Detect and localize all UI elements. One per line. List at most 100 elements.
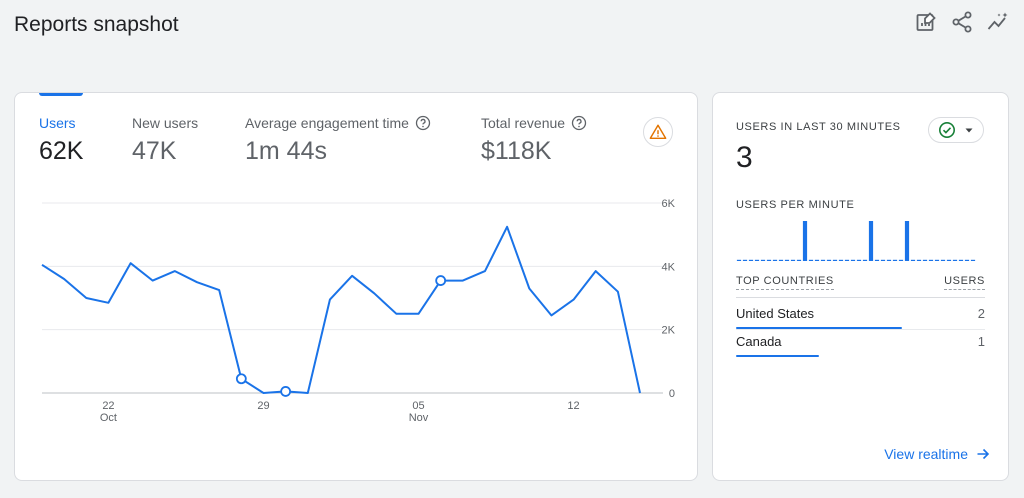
minute-bar <box>796 259 802 261</box>
minute-bar <box>784 259 790 261</box>
minute-bar <box>886 259 892 261</box>
metric-value: $118K <box>481 137 552 165</box>
x-tick-label: 22 <box>102 400 114 412</box>
realtime-card: USERS IN LAST 30 MINUTES 3 USERS PER MIN… <box>712 92 1009 481</box>
minute-bar <box>772 259 778 261</box>
x-tick-label: 05 <box>412 400 424 412</box>
minute-bar <box>754 259 760 261</box>
divider <box>736 329 985 330</box>
metric-value: 47K <box>132 137 177 165</box>
caret-down-icon <box>965 128 973 133</box>
minute-bar <box>964 259 970 261</box>
minute-bar <box>898 259 904 261</box>
minute-bar <box>970 259 976 261</box>
minute-bar <box>736 259 742 261</box>
divider <box>736 297 985 298</box>
country-name: United States <box>736 306 815 321</box>
metric-total-revenue[interactable]: Total revenue $118K <box>481 115 587 166</box>
metric-new-users[interactable]: New users 47K <box>132 115 198 166</box>
y-tick-label: 2K <box>662 325 676 337</box>
warning-icon <box>649 124 667 140</box>
country-row: Canada 1 <box>736 334 985 357</box>
minute-bar <box>856 259 862 261</box>
edit-report-icon[interactable] <box>914 10 938 34</box>
minute-bar <box>748 259 754 261</box>
country-users: 2 <box>977 306 985 321</box>
x-tick-label: 12 <box>567 400 579 412</box>
x-tick-label: 29 <box>257 400 269 412</box>
help-icon[interactable] <box>415 115 431 131</box>
minute-bar <box>802 221 808 261</box>
minute-bar <box>904 221 910 261</box>
metric-value: 62K <box>39 137 84 165</box>
anomaly-marker[interactable] <box>435 275 447 286</box>
minute-bar <box>916 259 922 261</box>
metric-label: Average engagement time <box>245 115 431 131</box>
minute-bar <box>862 259 868 261</box>
minute-bar <box>790 259 796 261</box>
view-realtime-link[interactable]: View realtime <box>884 446 990 462</box>
top-countries-header: TOP COUNTRIES USERS <box>736 275 985 290</box>
help-icon[interactable] <box>571 115 587 131</box>
minute-bar <box>892 259 898 261</box>
minute-bar <box>832 259 838 261</box>
users-per-minute-label: USERS PER MINUTE <box>736 199 855 211</box>
realtime-title: USERS IN LAST 30 MINUTES <box>736 121 901 133</box>
minute-bar <box>880 259 886 261</box>
minute-bar <box>778 259 784 261</box>
minute-bar <box>952 259 958 261</box>
data-quality-warning-button[interactable] <box>643 117 673 147</box>
arrow-right-icon <box>977 448 990 460</box>
minute-bar <box>934 259 940 261</box>
metric-label: New users <box>132 115 199 131</box>
metric-average-engagement-time[interactable]: Average engagement time 1m 44s <box>245 115 431 166</box>
minute-bar <box>946 259 952 261</box>
minute-bar <box>820 259 826 261</box>
minute-bar <box>826 259 832 261</box>
minute-bar <box>814 259 820 261</box>
x-tick-month-label: Oct <box>100 412 117 424</box>
country-name: Canada <box>736 334 782 349</box>
minute-bar <box>910 259 916 261</box>
country-share-bar <box>736 327 902 329</box>
minute-bar <box>766 259 772 261</box>
minute-bar <box>850 259 856 261</box>
minute-bar <box>922 259 928 261</box>
x-tick-month-label: Nov <box>409 412 429 424</box>
metric-label: Users <box>39 115 76 131</box>
view-realtime-label: View realtime <box>884 446 968 462</box>
page-title: Reports snapshot <box>14 13 179 36</box>
countries-column-header[interactable]: TOP COUNTRIES <box>736 275 834 290</box>
check-circle-icon <box>939 122 955 138</box>
y-tick-label: 0 <box>669 388 675 400</box>
users-series-line <box>41 225 641 394</box>
y-tick-label: 6K <box>662 198 676 210</box>
minute-bar <box>844 259 850 261</box>
country-share-bar <box>736 355 819 357</box>
anomaly-marker[interactable] <box>280 386 292 397</box>
y-tick-label: 4K <box>662 261 676 273</box>
active-tab-indicator <box>39 93 83 96</box>
country-users: 1 <box>977 334 985 349</box>
minute-bar <box>760 259 766 261</box>
metric-users[interactable]: Users 62K <box>39 115 83 166</box>
metric-label: Total revenue <box>481 115 587 131</box>
users-per-minute-chart <box>736 221 976 261</box>
share-icon[interactable] <box>950 10 974 34</box>
insights-icon[interactable] <box>986 10 1010 34</box>
minute-bar <box>838 259 844 261</box>
minute-bar <box>808 259 814 261</box>
users-column-header[interactable]: USERS <box>944 275 985 290</box>
minute-bar <box>940 259 946 261</box>
anomaly-marker[interactable] <box>235 373 247 385</box>
minute-bar <box>874 259 880 261</box>
overview-card: Users 62K New users 47K Average engageme… <box>14 92 698 481</box>
minute-bar <box>742 259 748 261</box>
minute-bar <box>958 259 964 261</box>
minute-bar <box>868 221 874 261</box>
realtime-status-dropdown[interactable] <box>928 117 984 143</box>
realtime-users-value: 3 <box>736 141 753 174</box>
metric-value: 1m 44s <box>245 137 327 165</box>
minute-bar <box>928 259 934 261</box>
